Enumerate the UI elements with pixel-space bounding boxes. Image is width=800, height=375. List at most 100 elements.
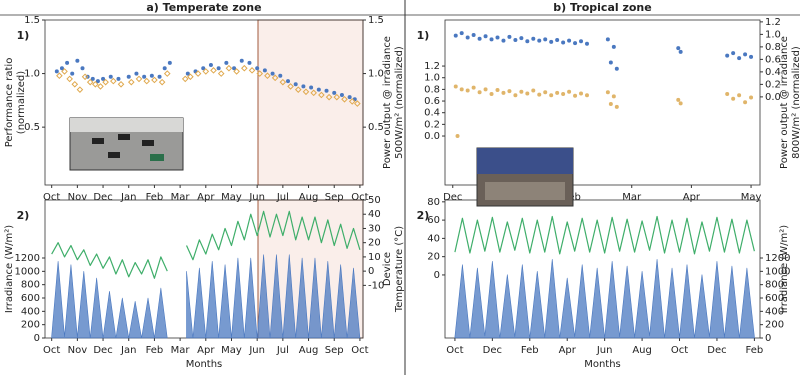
data-point bbox=[302, 88, 310, 96]
photo-module bbox=[108, 152, 120, 158]
data-point bbox=[97, 83, 104, 90]
data-point bbox=[339, 93, 344, 97]
data-point bbox=[167, 60, 172, 65]
data-point bbox=[185, 71, 190, 76]
y-tick-label: 20 bbox=[368, 238, 381, 249]
x-axis-label: Months bbox=[186, 359, 223, 370]
data-point bbox=[248, 67, 256, 74]
x-tick-label: May bbox=[221, 345, 242, 356]
data-point bbox=[54, 69, 59, 74]
data-point bbox=[117, 80, 125, 88]
panel-label: 2) bbox=[17, 209, 30, 222]
data-point bbox=[513, 93, 518, 98]
plot-frame bbox=[44, 19, 364, 186]
data-point bbox=[201, 66, 206, 71]
data-point bbox=[453, 33, 458, 38]
data-point bbox=[737, 56, 742, 61]
y-tick-label: 0 bbox=[368, 266, 374, 277]
data-point bbox=[605, 90, 610, 95]
photo-module bbox=[142, 140, 154, 146]
data-point bbox=[471, 85, 476, 90]
y-tick-label: 1.0 bbox=[24, 69, 40, 80]
y-tick-label: 0.8 bbox=[765, 42, 781, 53]
data-point bbox=[127, 78, 135, 86]
data-point bbox=[465, 88, 470, 93]
data-point bbox=[471, 33, 476, 37]
data-point bbox=[513, 38, 518, 42]
y-tick-label: 0 bbox=[34, 333, 40, 344]
data-point bbox=[608, 60, 613, 65]
data-point bbox=[264, 72, 271, 80]
data-point bbox=[187, 73, 194, 81]
data-point bbox=[489, 37, 494, 42]
data-point bbox=[216, 66, 221, 71]
y-tick-label: 0.6 bbox=[424, 96, 440, 107]
y-tick-label: 0.5 bbox=[368, 122, 384, 133]
x-tick-label: Oct bbox=[351, 345, 368, 356]
data-point bbox=[116, 76, 121, 81]
data-point bbox=[149, 73, 154, 78]
y-axis-label: Power output @ irradiance bbox=[779, 36, 790, 169]
data-point bbox=[348, 98, 356, 105]
data-point bbox=[318, 91, 325, 99]
data-point bbox=[614, 104, 619, 109]
data-point bbox=[301, 84, 306, 89]
x-tick-label: Jul bbox=[276, 192, 289, 203]
data-point bbox=[743, 52, 748, 57]
data-point bbox=[324, 88, 329, 93]
x-tick-label: Jun bbox=[248, 345, 265, 356]
y-tick-label: 0 bbox=[434, 270, 440, 281]
data-point bbox=[531, 88, 536, 93]
data-point bbox=[81, 73, 89, 81]
y-tick-label: 0.5 bbox=[24, 122, 40, 133]
data-point bbox=[278, 73, 283, 78]
x-tick-label: Feb bbox=[146, 192, 164, 203]
data-point bbox=[61, 68, 68, 75]
data-point bbox=[270, 71, 275, 76]
data-point bbox=[525, 39, 530, 44]
data-point bbox=[255, 66, 260, 71]
inset-photo bbox=[476, 147, 574, 207]
y-tick-label: 0 bbox=[765, 333, 771, 344]
data-point bbox=[134, 71, 139, 76]
data-point bbox=[316, 87, 321, 92]
data-point bbox=[56, 72, 63, 80]
y-tick-label: 0.0 bbox=[424, 131, 440, 142]
x-tick-label: Apr bbox=[197, 192, 215, 203]
data-point bbox=[611, 44, 616, 49]
data-point bbox=[459, 31, 464, 36]
data-point bbox=[294, 86, 302, 93]
y-tick-label: 200 bbox=[21, 320, 40, 331]
data-point bbox=[477, 36, 482, 41]
data-point bbox=[233, 68, 240, 75]
y-tick-label: 20 bbox=[427, 252, 440, 263]
data-point bbox=[162, 66, 167, 71]
data-point bbox=[579, 39, 584, 44]
photo-module bbox=[92, 138, 104, 144]
data-point bbox=[743, 100, 748, 105]
data-point bbox=[217, 70, 225, 77]
data-point bbox=[584, 93, 589, 98]
data-point bbox=[239, 58, 244, 63]
x-tick-label: Jan bbox=[120, 345, 136, 356]
data-point bbox=[555, 90, 560, 95]
y-axis-label: Performance ratio bbox=[4, 58, 15, 148]
data-point bbox=[507, 34, 512, 39]
data-point bbox=[285, 79, 290, 84]
y-tick-label: 200 bbox=[765, 320, 784, 331]
x-tick-label: Mar bbox=[622, 192, 642, 203]
y-axis-label: Temperature (°C) bbox=[394, 226, 405, 313]
inset-photo bbox=[69, 117, 184, 171]
data-point bbox=[501, 90, 506, 95]
data-point bbox=[279, 78, 287, 86]
x-tick-label: Aug bbox=[299, 192, 319, 203]
data-line bbox=[454, 215, 755, 255]
data-point bbox=[731, 51, 736, 56]
y-tick-label: 1.0 bbox=[765, 29, 781, 40]
x-tick-label: Aug bbox=[632, 345, 652, 356]
data-point bbox=[341, 95, 348, 103]
panel-label: 2) bbox=[417, 209, 430, 222]
x-tick-label: Dec bbox=[93, 192, 112, 203]
data-point bbox=[241, 64, 248, 72]
